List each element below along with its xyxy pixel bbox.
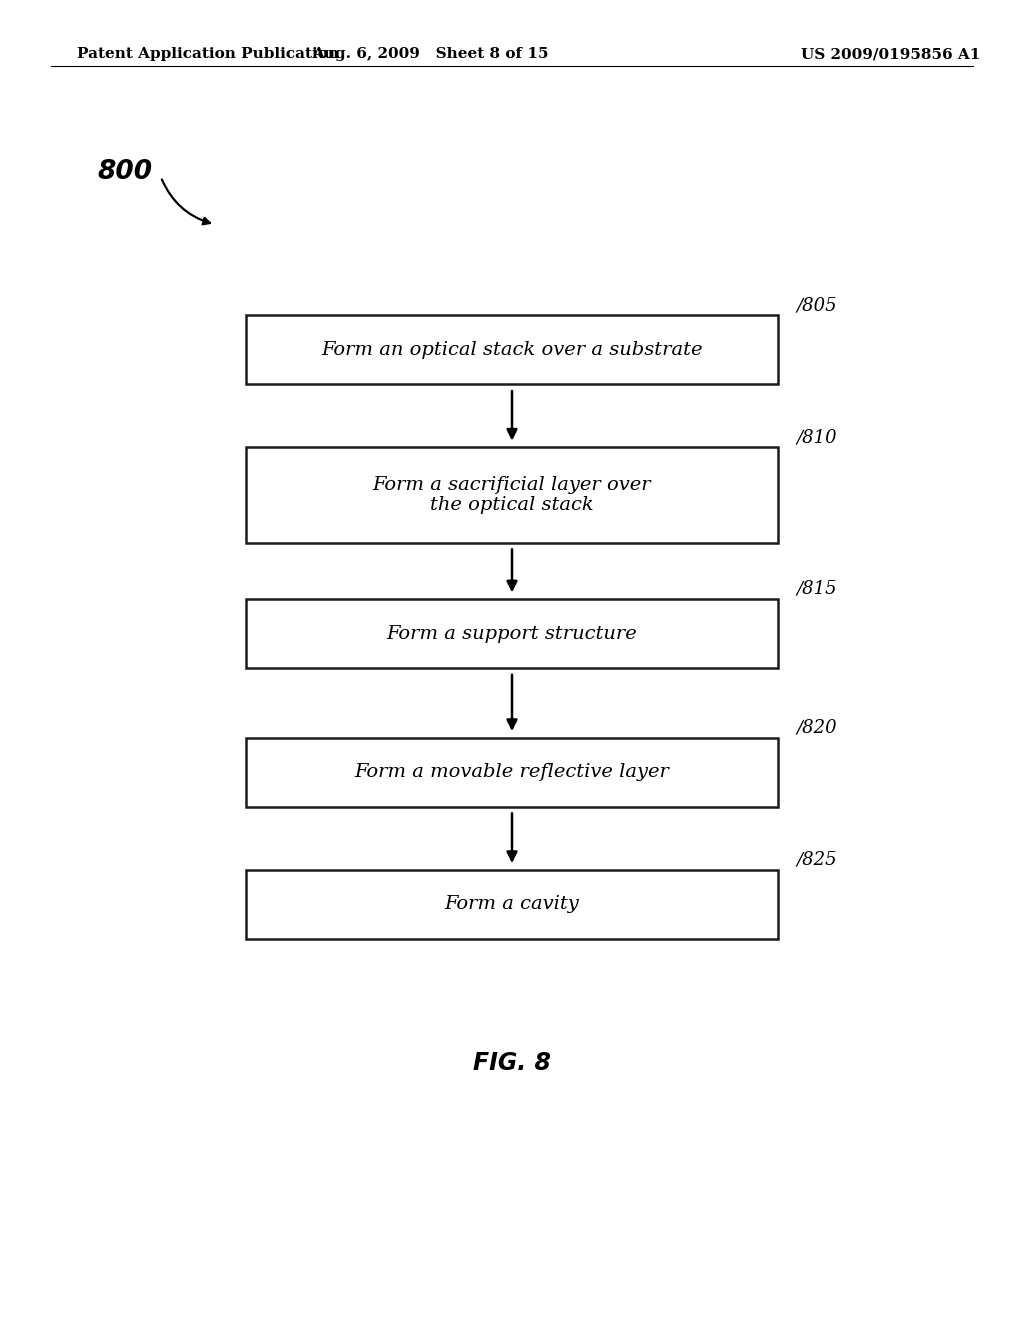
Text: FIG. 8: FIG. 8 [473,1051,551,1074]
Text: Form an optical stack over a substrate: Form an optical stack over a substrate [322,341,702,359]
Text: US 2009/0195856 A1: US 2009/0195856 A1 [801,48,981,61]
Text: Form a sacrificial layer over
the optical stack: Form a sacrificial layer over the optica… [373,475,651,515]
Bar [246,870,778,939]
Text: Form a movable reflective layer: Form a movable reflective layer [354,763,670,781]
Text: ∕820: ∕820 [797,718,838,737]
Text: Form a support structure: Form a support structure [387,624,637,643]
Bar [246,315,778,384]
Bar [246,738,778,807]
FancyArrowPatch shape [162,180,210,224]
Bar [246,599,778,668]
Text: ∕805: ∕805 [797,296,838,314]
Text: Patent Application Publication: Patent Application Publication [77,48,339,61]
Text: ∕815: ∕815 [797,579,838,598]
Text: Aug. 6, 2009   Sheet 8 of 15: Aug. 6, 2009 Sheet 8 of 15 [312,48,548,61]
Text: ∕810: ∕810 [797,428,838,446]
Bar [246,447,778,543]
Text: ∕825: ∕825 [797,850,838,869]
Text: Form a cavity: Form a cavity [444,895,580,913]
Text: 800: 800 [97,158,153,185]
